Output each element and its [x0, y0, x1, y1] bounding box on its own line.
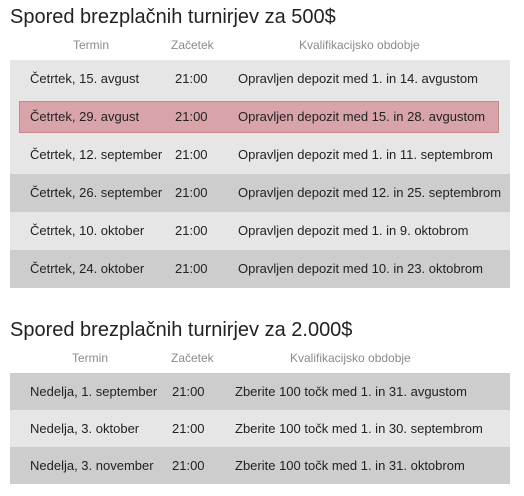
table-row: Četrtek, 24. oktober 21:00 Opravljen dep… [10, 250, 510, 288]
header-zacetek: Začetek [171, 38, 214, 52]
table-row: Četrtek, 26. september 21:00 Opravljen d… [10, 174, 510, 212]
row-period: Opravljen depozit med 1. in 11. septembr… [238, 147, 493, 162]
row-time: 21:00 [172, 421, 205, 436]
row-period: Zberite 100 točk med 1. in 31. avgustom [235, 384, 467, 399]
row-time: 21:00 [175, 261, 208, 276]
row-date: Nedelja, 3. oktober [30, 421, 140, 436]
row-period: Opravljen depozit med 15. in 28. avgusto… [238, 109, 486, 124]
row-period: Opravljen depozit med 1. in 9. oktobrom [238, 223, 469, 238]
row-time: 21:00 [172, 384, 205, 399]
header-termin: Termin [73, 38, 110, 52]
row-time: 21:00 [175, 185, 208, 200]
table-row: Nedelja, 1. september 21:00 Zberite 100 … [10, 373, 510, 410]
row-date: Četrtek, 12. september [30, 147, 163, 162]
schedule-500-header: Termin Začetek Kvalifikacijsko obdobje [10, 32, 510, 60]
schedule-500-section: Spored brezplačnih turnirjev za 500$ Ter… [10, 2, 510, 288]
row-time: 21:00 [172, 458, 205, 473]
header-zacetek: Začetek [171, 351, 214, 365]
table-row-highlighted: Četrtek, 29. avgust 21:00 Opravljen depo… [10, 98, 510, 136]
row-time: 21:00 [175, 147, 208, 162]
row-date: Nedelja, 3. november [30, 458, 154, 473]
row-period: Opravljen depozit med 10. in 23. oktobro… [238, 261, 483, 276]
table-row: Nedelja, 3. oktober 21:00 Zberite 100 to… [10, 410, 510, 447]
row-date: Četrtek, 10. oktober [30, 223, 145, 238]
table-row: Četrtek, 10. oktober 21:00 Opravljen dep… [10, 212, 510, 250]
row-period: Opravljen depozit med 1. in 14. avgustom [238, 71, 478, 86]
row-period: Opravljen depozit med 12. in 25. septemb… [238, 185, 502, 200]
row-time: 21:00 [175, 109, 208, 124]
row-highlight [19, 101, 499, 133]
schedule-2000-section: Spored brezplačnih turnirjev za 2.000$ T… [10, 315, 510, 484]
table-row: Četrtek, 12. september 21:00 Opravljen d… [10, 136, 510, 174]
row-date: Četrtek, 26. september [30, 185, 163, 200]
row-date: Četrtek, 29. avgust [30, 109, 140, 124]
header-kvalifikacijsko-obdobje: Kvalifikacijsko obdobje [299, 38, 420, 52]
row-period: Zberite 100 točk med 1. in 30. septembro… [235, 421, 483, 436]
schedule-2000-header: Termin Začetek Kvalifikacijsko obdobje [10, 345, 510, 373]
header-kvalifikacijsko-obdobje: Kvalifikacijsko obdobje [290, 351, 411, 365]
row-time: 21:00 [175, 223, 208, 238]
table-row: Četrtek, 15. avgust 21:00 Opravljen depo… [10, 60, 510, 98]
row-time: 21:00 [175, 71, 208, 86]
table-row: Nedelja, 3. november 21:00 Zberite 100 t… [10, 447, 510, 484]
row-date: Četrtek, 24. oktober [30, 261, 145, 276]
row-period: Zberite 100 točk med 1. in 31. oktobrom [235, 458, 465, 473]
row-date: Nedelja, 1. september [30, 384, 158, 399]
schedule-2000-table: Nedelja, 1. september 21:00 Zberite 100 … [10, 373, 510, 484]
schedule-2000-title: Spored brezplačnih turnirjev za 2.000$ [10, 319, 353, 341]
row-date: Četrtek, 15. avgust [30, 71, 140, 86]
schedule-500-title: Spored brezplačnih turnirjev za 500$ [10, 6, 336, 28]
header-termin: Termin [72, 351, 109, 365]
schedule-500-table: Četrtek, 15. avgust 21:00 Opravljen depo… [10, 60, 510, 288]
